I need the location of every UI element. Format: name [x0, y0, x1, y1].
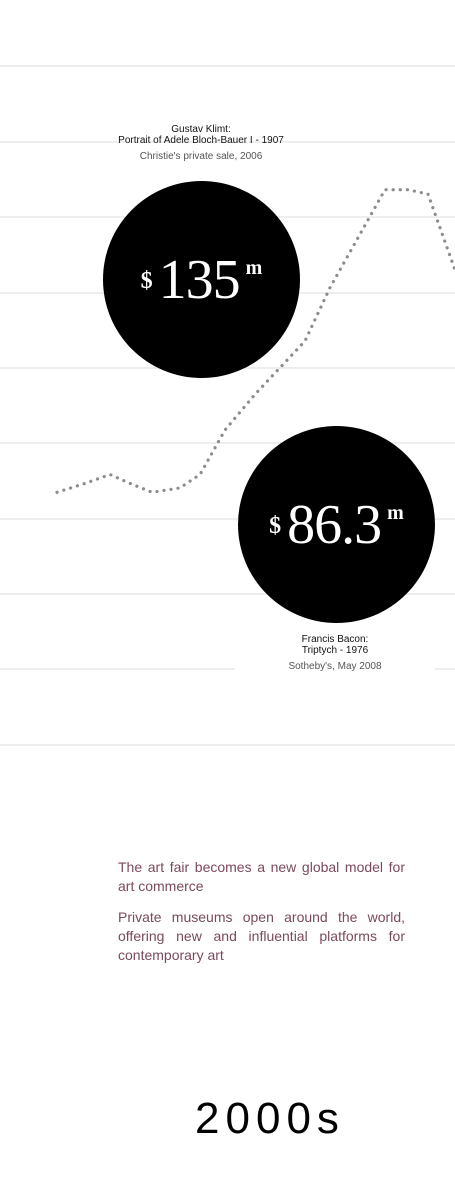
bacon-artwork: Triptych - 1976 — [301, 645, 369, 656]
bacon-unit: m — [387, 502, 404, 524]
klimt-caption: Gustav Klimt: Portrait of Adele Bloch-Ba… — [101, 124, 301, 162]
note-art-fair: The art fair becomes a new global model … — [118, 859, 405, 894]
bacon-caption: Francis Bacon: Triptych - 1976 Sotheby's… — [235, 634, 435, 672]
klimt-price: 135 — [158, 248, 241, 311]
klimt-currency: $ — [140, 268, 153, 294]
bacon-artist: Francis Bacon: — [301, 634, 369, 645]
decade-label: 2000s — [195, 1094, 345, 1143]
klimt-price-bubble: $ 135 m — [103, 181, 300, 378]
bacon-sale-source: Sotheby's, May 2008 — [288, 661, 382, 672]
bacon-price-bubble: $ 86.3 m — [238, 426, 435, 623]
decade-notes: The art fair becomes a new global model … — [118, 858, 405, 977]
klimt-unit: m — [245, 257, 263, 279]
klimt-sale-source: Christie's private sale, 2006 — [139, 151, 263, 162]
klimt-artist: Gustav Klimt: — [171, 124, 231, 135]
note-private-museums: Private museums open around the world, o… — [118, 909, 405, 963]
klimt-artwork: Portrait of Adele Bloch-Bauer I - 1907 — [118, 135, 284, 146]
bacon-currency: $ — [269, 513, 282, 539]
series-line — [55, 188, 455, 494]
bacon-price: 86.3 — [287, 493, 382, 556]
